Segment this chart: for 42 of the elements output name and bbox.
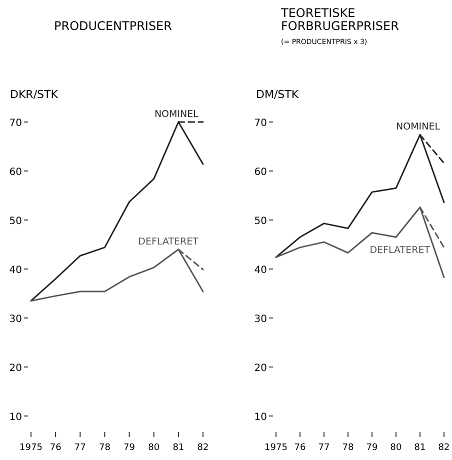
y-tick-label: 70 [9, 118, 22, 129]
chart-title: PRODUCENTPRISER [54, 19, 172, 33]
y-tick-label: 30 [254, 314, 267, 325]
series-label: NOMINEL [154, 109, 200, 120]
y-tick-label: 10 [9, 412, 22, 423]
y-tick-label: 60 [254, 167, 267, 178]
x-tick-label: 81 [172, 443, 184, 453]
x-tick-label: 79 [124, 443, 136, 453]
y-tick-label: 40 [254, 265, 267, 276]
y-tick-label: 50 [254, 216, 267, 227]
x-tick-label: 80 [148, 443, 160, 453]
x-tick-label: 78 [98, 443, 111, 453]
y-tick-label: 40 [9, 265, 22, 276]
line-series [30, 121, 204, 302]
y-tick-label: 70 [254, 118, 267, 129]
x-tick-label: 1975 [264, 443, 288, 453]
line-series [30, 248, 204, 302]
y-tick-label: 50 [9, 216, 22, 227]
y-tick-label: 30 [9, 314, 22, 325]
x-tick-label: 76 [294, 443, 306, 453]
series-label: NOMINEL [396, 122, 441, 133]
x-tick-label: 1975 [20, 443, 42, 453]
y-tick-label: 10 [254, 412, 267, 423]
x-tick-label: 79 [366, 443, 378, 453]
x-tick-label: 81 [414, 443, 426, 453]
x-tick-label: 82 [438, 443, 450, 453]
y-axis-title: DM/STK [256, 88, 300, 101]
x-tick-label: 80 [390, 443, 402, 453]
line-series [275, 206, 445, 278]
x-tick-label: 77 [318, 443, 330, 453]
chart-title: TEORETISKE FORBRUGERPRISER [280, 6, 399, 33]
x-tick-label: 76 [50, 443, 62, 453]
y-axis-title: DKR/STK [10, 88, 59, 101]
line-series [275, 134, 445, 258]
y-tick-label: 20 [9, 363, 22, 374]
y-tick-label: 60 [9, 167, 22, 178]
series-label: DEFLATERET [370, 245, 430, 256]
series-label: DEFLATERET [138, 236, 199, 248]
x-tick-label: 82 [197, 443, 209, 453]
x-tick-label: 78 [342, 443, 354, 453]
x-tick-label: 77 [74, 443, 86, 453]
y-tick-label: 20 [254, 363, 267, 374]
